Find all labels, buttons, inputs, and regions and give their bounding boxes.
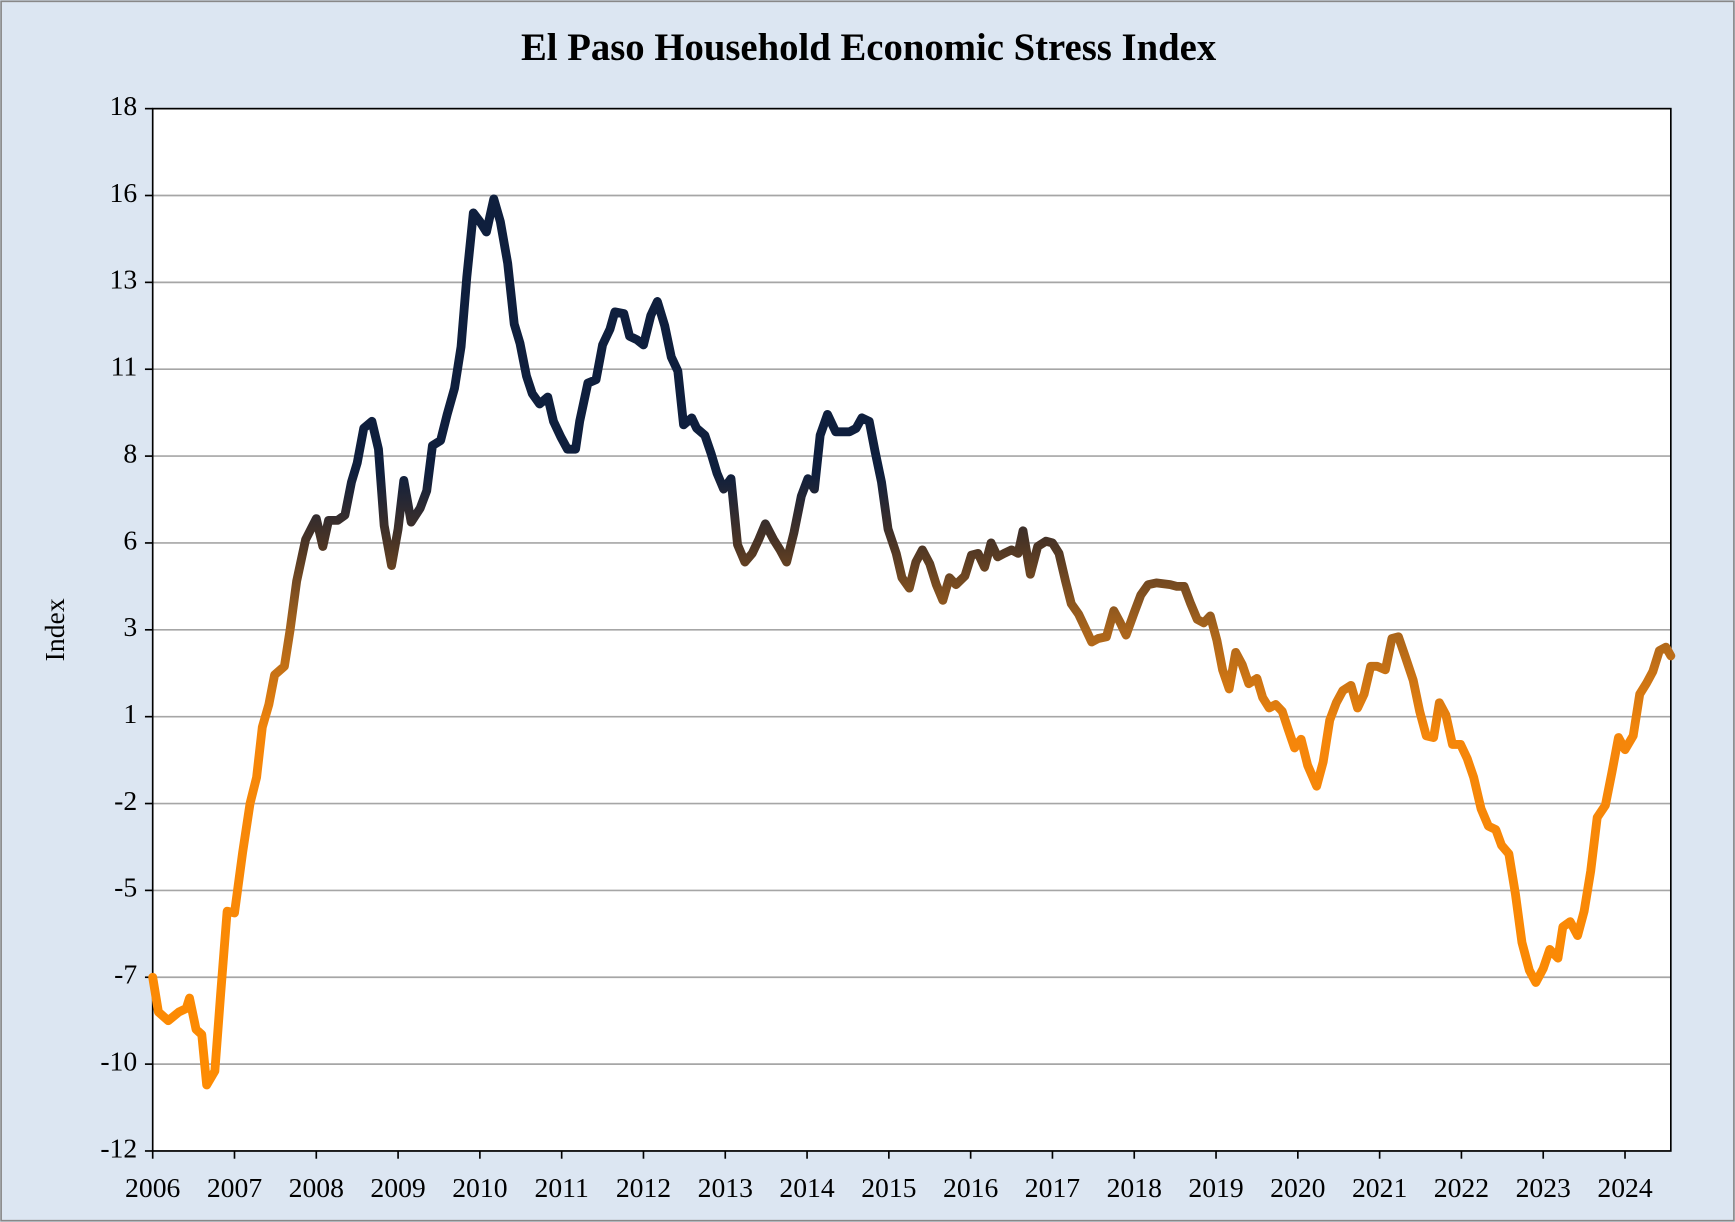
plot-border — [151, 107, 1672, 1152]
x-tick-label: 2023 — [1516, 1172, 1571, 1203]
y-tick-label: 8 — [123, 437, 137, 468]
y-tick-label: 1 — [123, 698, 137, 729]
x-tick-label: 2010 — [452, 1172, 507, 1203]
y-tick-label: -5 — [114, 872, 137, 903]
y-tick-label: 16 — [110, 177, 138, 208]
y-tick-label: -2 — [114, 785, 137, 816]
y-tick-label: -7 — [114, 959, 137, 990]
y-tick-label: -12 — [100, 1132, 137, 1163]
x-tick-label: 2021 — [1352, 1172, 1407, 1203]
y-tick-label: 18 — [110, 90, 138, 121]
x-tick-label: 2011 — [535, 1172, 589, 1203]
y-axis-label: Index — [39, 598, 70, 661]
x-tick-label: 2006 — [125, 1172, 180, 1203]
x-tick-label: 2014 — [779, 1172, 834, 1203]
x-tick-label: 2024 — [1597, 1172, 1652, 1203]
x-tick-label: 2022 — [1434, 1172, 1489, 1203]
y-tick-label: 3 — [123, 611, 137, 642]
data-line — [148, 194, 1676, 1090]
y-tick-label: 13 — [110, 264, 138, 295]
y-tick-label: -10 — [100, 1045, 137, 1076]
x-tick-label: 2008 — [289, 1172, 344, 1203]
x-tick-label: 2013 — [698, 1172, 753, 1203]
x-tick-label: 2020 — [1270, 1172, 1325, 1203]
x-tick-label: 2012 — [616, 1172, 671, 1203]
y-tick-label: 6 — [123, 524, 137, 555]
x-tick-label: 2018 — [1107, 1172, 1162, 1203]
x-tick-label: 2015 — [861, 1172, 916, 1203]
x-tick-label: 2017 — [1025, 1172, 1080, 1203]
chart-title: El Paso Household Economic Stress Index — [521, 26, 1217, 69]
x-tick-label: 2009 — [370, 1172, 425, 1203]
y-tick-label: 11 — [111, 351, 138, 382]
x-tick-label: 2016 — [943, 1172, 998, 1203]
x-tick-label: 2007 — [207, 1172, 262, 1203]
x-tick-label: 2019 — [1188, 1172, 1243, 1203]
